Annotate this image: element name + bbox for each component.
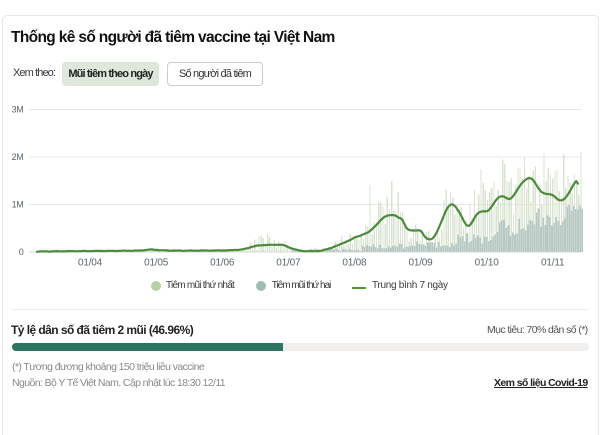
svg-text:01/08: 01/08 [342,258,367,269]
svg-text:2M: 2M [12,152,24,162]
svg-text:1M: 1M [12,200,24,210]
svg-text:01/04: 01/04 [78,258,103,269]
svg-text:3M: 3M [12,105,24,115]
svg-text:01/07: 01/07 [276,258,301,269]
svg-text:01/05: 01/05 [144,258,169,269]
svg-text:01/06: 01/06 [210,258,235,269]
svg-text:0: 0 [19,247,24,257]
svg-text:01/09: 01/09 [408,258,433,269]
svg-text:01/10: 01/10 [475,258,500,269]
svg-text:01/11: 01/11 [541,258,565,269]
